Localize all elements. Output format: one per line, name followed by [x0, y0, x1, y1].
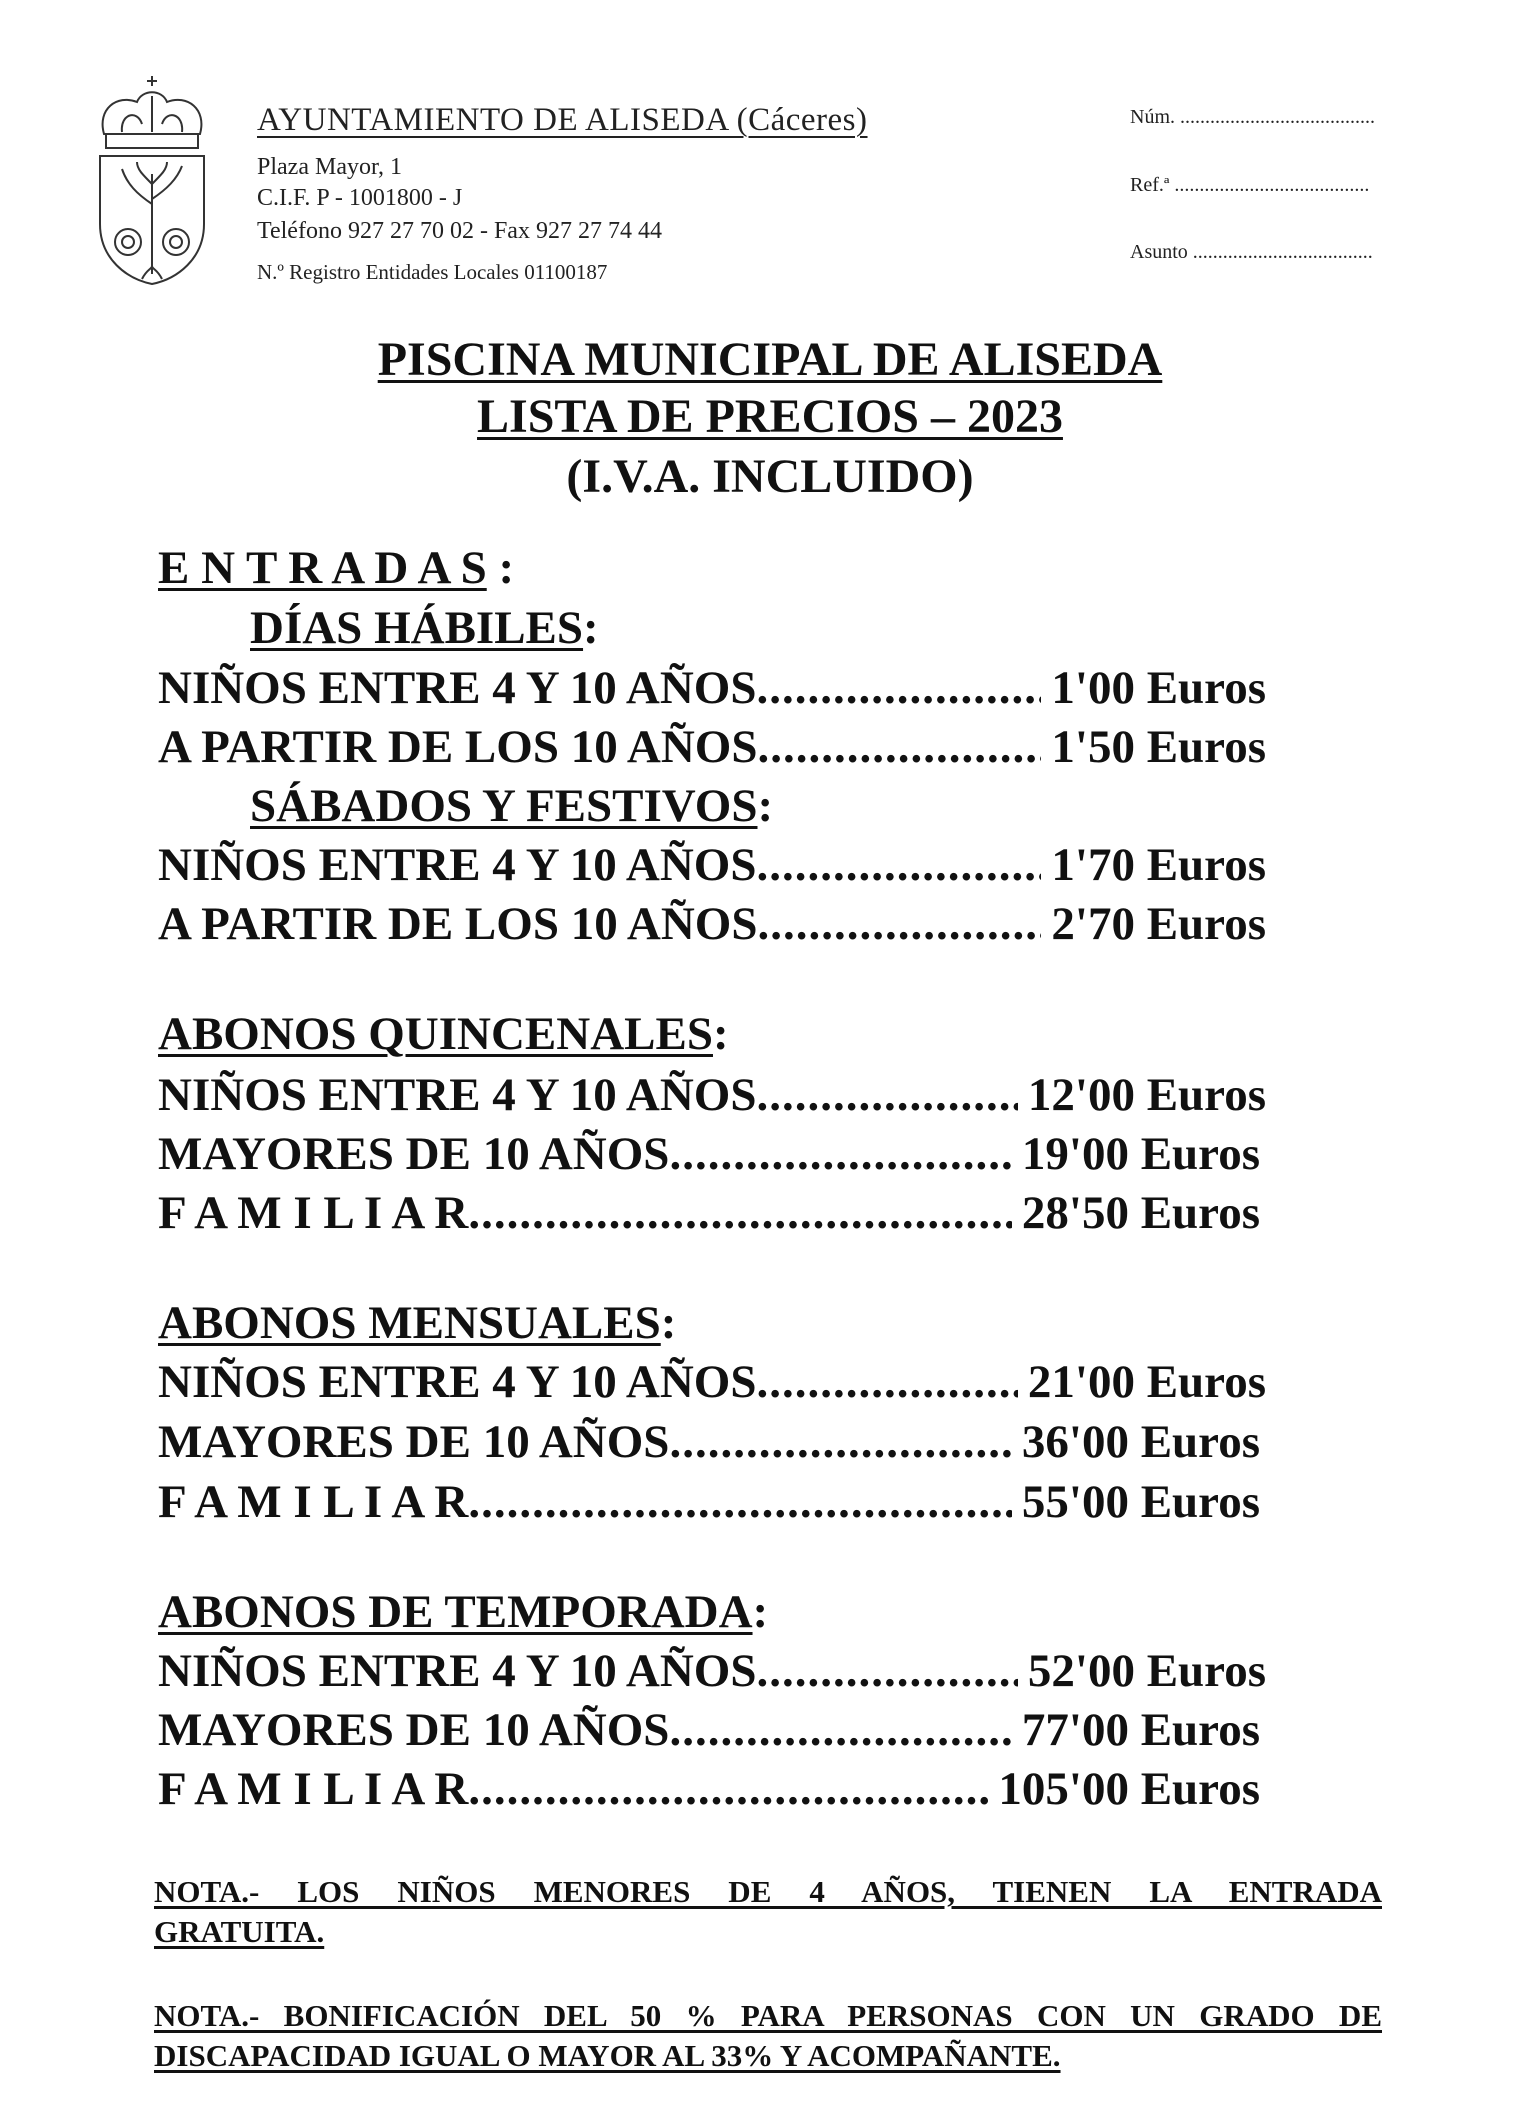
- price-row: MAYORES DE 10 AÑOS......................…: [158, 1124, 1260, 1184]
- dot-leader: ........................................…: [669, 1128, 1011, 1180]
- row-price: 21'00 Euros: [1027, 1356, 1266, 1408]
- address: Plaza Mayor, 1: [257, 154, 402, 180]
- colon: :: [660, 1297, 677, 1349]
- title-line-1: PISCINA MUNICIPAL DE ALISEDA: [377, 333, 1163, 386]
- row-label: NIÑOS ENTRE 4 Y 10 AÑOS: [158, 1645, 757, 1697]
- row-label: NIÑOS ENTRE 4 Y 10 AÑOS: [158, 1069, 757, 1121]
- row-price: 55'00 Euros: [1021, 1476, 1260, 1528]
- colon: :: [757, 780, 774, 832]
- price-row: NIÑOS ENTRE 4 Y 10 AÑOS.................…: [158, 1641, 1266, 1701]
- price-row: MAYORES DE 10 AÑOS......................…: [158, 1700, 1260, 1760]
- row-price: 19'00 Euros: [1021, 1128, 1260, 1180]
- price-row: NIÑOS ENTRE 4 Y 10 AÑOS.................…: [158, 1352, 1266, 1412]
- note-2-line-1: NOTA.- BONIFICACIÓN DEL 50 % PARA PERSON…: [154, 1998, 1382, 2033]
- row-label: A PARTIR DE LOS 10 AÑOS: [158, 721, 758, 773]
- row-price: 36'00 Euros: [1021, 1416, 1260, 1468]
- row-price: 2'70 Euros: [1051, 898, 1266, 950]
- dot-leader: ........................................…: [756, 1069, 1018, 1121]
- coat-of-arms-icon: [99, 76, 205, 286]
- dot-leader: ........................................…: [757, 898, 1041, 950]
- colon: :: [752, 1586, 769, 1638]
- row-price: 105'00 Euros: [998, 1763, 1260, 1815]
- field-asunto: Asunto .................................…: [1130, 241, 1373, 263]
- row-label: NIÑOS ENTRE 4 Y 10 AÑOS: [158, 839, 757, 891]
- section-dias-habiles: DÍAS HÁBILES: [250, 602, 584, 654]
- dot-leader: ........................................…: [669, 1416, 1011, 1468]
- field-ref: Ref.ª ..................................…: [1130, 174, 1370, 196]
- price-row: NIÑOS ENTRE 4 Y 10 AÑOS.................…: [158, 835, 1266, 895]
- title-line-3: (I.V.A. INCLUIDO): [566, 450, 974, 503]
- colon: :: [583, 602, 599, 654]
- row-price: 1'70 Euros: [1051, 839, 1266, 891]
- section-sabados-festivos: SÁBADOS Y FESTIVOS: [250, 780, 758, 832]
- dot-leader: ........................................…: [756, 1645, 1018, 1697]
- row-price: 1'00 Euros: [1051, 662, 1266, 714]
- dot-leader: ........................................…: [468, 1187, 1012, 1239]
- cif: C.I.F. P - 1001800 - J: [257, 185, 463, 211]
- field-num: Núm. ...................................…: [1130, 106, 1375, 128]
- dot-leader: ........................................…: [756, 1356, 1018, 1408]
- row-label: A PARTIR DE LOS 10 AÑOS: [158, 898, 758, 950]
- section-quincenales: ABONOS QUINCENALES: [158, 1008, 713, 1060]
- price-row: F A M I L I A R.........................…: [158, 1183, 1260, 1243]
- section-temporada: ABONOS DE TEMPORADA: [158, 1586, 753, 1638]
- dot-leader: ........................................…: [468, 1763, 988, 1815]
- row-label: F A M I L I A R: [158, 1476, 469, 1528]
- row-label: NIÑOS ENTRE 4 Y 10 AÑOS: [158, 662, 757, 714]
- row-price: 28'50 Euros: [1021, 1187, 1260, 1239]
- row-price: 77'00 Euros: [1021, 1704, 1260, 1756]
- row-price: 52'00 Euros: [1027, 1645, 1266, 1697]
- dot-leader: ........................................…: [669, 1704, 1011, 1756]
- title-line-2: LISTA DE PRECIOS – 2023: [477, 390, 1063, 443]
- municipality-title: AYUNTAMIENTO DE ALISEDA (Cáceres): [257, 102, 868, 138]
- phone-fax: Teléfono 927 27 70 02 - Fax 927 27 74 44: [257, 218, 662, 244]
- dot-leader: ........................................…: [757, 721, 1041, 773]
- row-label: NIÑOS ENTRE 4 Y 10 AÑOS: [158, 1356, 757, 1408]
- dot-leader: ........................................…: [756, 662, 1042, 714]
- dot-leader: ........................................…: [756, 839, 1042, 891]
- row-label: F A M I L I A R: [158, 1763, 469, 1815]
- colon: :: [712, 1008, 729, 1060]
- price-row: MAYORES DE 10 AÑOS......................…: [158, 1412, 1260, 1472]
- row-label: F A M I L I A R: [158, 1187, 469, 1239]
- note-1-line-2: GRATUITA.: [154, 1914, 325, 1949]
- section-entradas: E N T R A D A S: [158, 542, 487, 594]
- row-label: MAYORES DE 10 AÑOS: [158, 1704, 670, 1756]
- registry-number: N.º Registro Entidades Locales 01100187: [257, 260, 608, 284]
- note-1-line-1: NOTA.- LOS NIÑOS MENORES DE 4 AÑOS, TIEN…: [154, 1874, 1382, 1909]
- colon: :: [486, 542, 515, 594]
- section-mensuales: ABONOS MENSUALES: [158, 1297, 661, 1349]
- price-row: A PARTIR DE LOS 10 AÑOS.................…: [158, 717, 1266, 777]
- row-label: MAYORES DE 10 AÑOS: [158, 1128, 670, 1180]
- dot-leader: ........................................…: [468, 1476, 1012, 1528]
- price-row: F A M I L I A R.........................…: [158, 1472, 1260, 1532]
- row-price: 1'50 Euros: [1051, 721, 1266, 773]
- price-row: A PARTIR DE LOS 10 AÑOS.................…: [158, 894, 1266, 954]
- row-price: 12'00 Euros: [1027, 1069, 1266, 1121]
- price-row: NIÑOS ENTRE 4 Y 10 AÑOS.................…: [158, 658, 1266, 718]
- price-row: F A M I L I A R.........................…: [158, 1759, 1260, 1819]
- note-2-line-2: DISCAPACIDAD IGUAL O MAYOR AL 33% Y ACOM…: [154, 2038, 1061, 2073]
- row-label: MAYORES DE 10 AÑOS: [158, 1416, 670, 1468]
- price-row: NIÑOS ENTRE 4 Y 10 AÑOS.................…: [158, 1065, 1266, 1125]
